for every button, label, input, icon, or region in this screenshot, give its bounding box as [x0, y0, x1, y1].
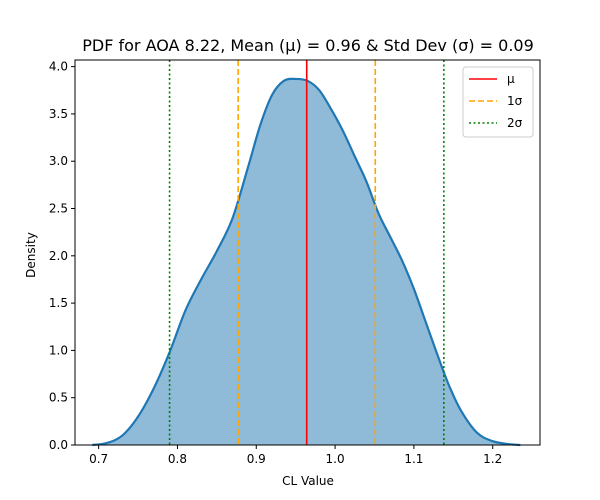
axes-frame: [74, 59, 541, 446]
y-tick-label-7: 3.5: [49, 107, 68, 121]
y-axis-label: Density: [24, 232, 38, 278]
y-tick-label-2: 1.0: [49, 343, 68, 357]
x-tick-label-4: 1.1: [404, 452, 423, 466]
legend-label-2: 2σ: [507, 116, 523, 130]
y-tick-label-1: 0.5: [49, 391, 68, 405]
x-axis-label: CL Value: [282, 474, 334, 488]
legend: μ 1σ 2σ: [462, 66, 534, 138]
y-tick-label-8: 4.0: [49, 60, 68, 74]
x-tick-label-2: 0.9: [247, 452, 266, 466]
y-tick-label-0: 0.0: [49, 438, 68, 452]
legend-label-1: 1σ: [507, 94, 523, 108]
legend-box: [462, 66, 534, 138]
x-tick-label-3: 1.0: [326, 452, 345, 466]
plot-area: 0.7 0.8 0.9 1.0 1.1 1.2 0.0 0.5 1.0 1.5 2.0 2.5 3.0 3…: [49, 59, 541, 466]
legend-label-0: μ: [507, 72, 515, 86]
x-tick-label-0: 0.7: [89, 452, 108, 466]
x-tick-label-1: 0.8: [168, 452, 187, 466]
x-tick-label-5: 1.2: [483, 452, 502, 466]
y-tick-label-5: 2.5: [49, 202, 68, 216]
density-line-0: [92, 77, 521, 447]
y-tick-label-4: 2.0: [49, 249, 68, 263]
y-tick-label-3: 1.5: [49, 296, 68, 310]
y-tick-label-6: 3.0: [49, 154, 68, 168]
chart-title: PDF for AOA 8.22, Mean (μ) = 0.96 & Std …: [82, 36, 534, 55]
